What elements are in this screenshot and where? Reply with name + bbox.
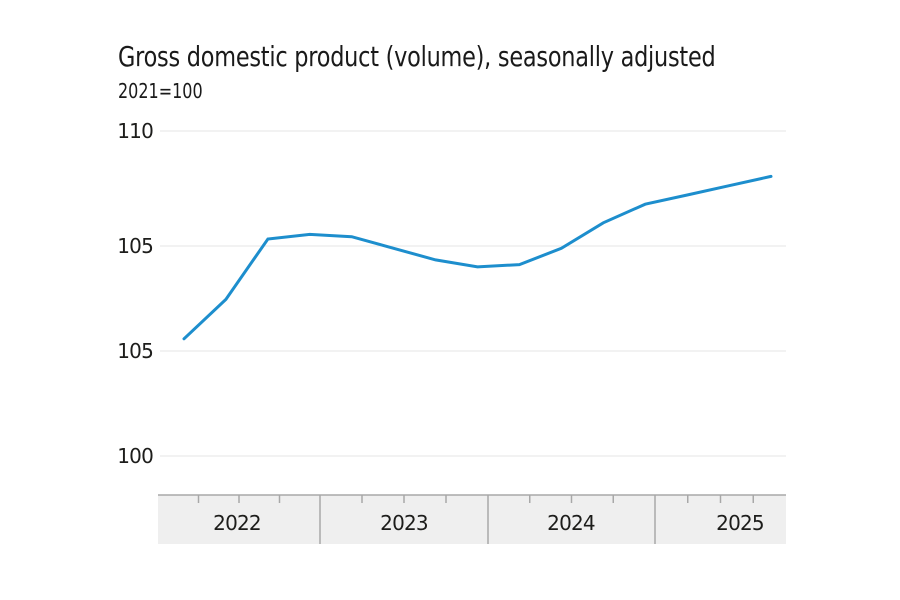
year-label: 2022 [213, 511, 261, 535]
year-label: 2025 [716, 511, 764, 535]
gdp-series-line [182, 174, 773, 341]
year-label: 2024 [547, 511, 595, 535]
y-tick-label: 105 [117, 339, 153, 363]
y-tick-label: 100 [117, 444, 153, 468]
y-gridlines [160, 130, 786, 457]
y-axis-labels: 110 105 105 100 [117, 119, 154, 468]
year-band-background [158, 495, 786, 544]
x-axis-year-band: 2022 2023 2024 2025 [158, 494, 786, 544]
y-tick-label: 110 [117, 119, 153, 143]
year-label: 2023 [380, 511, 428, 535]
chart-subtitle: 2021=100 [118, 79, 203, 103]
y-tick-label: 105 [117, 234, 153, 258]
gdp-data-line [182, 174, 773, 341]
chart-title: Gross domestic product (volume), seasona… [118, 40, 716, 73]
